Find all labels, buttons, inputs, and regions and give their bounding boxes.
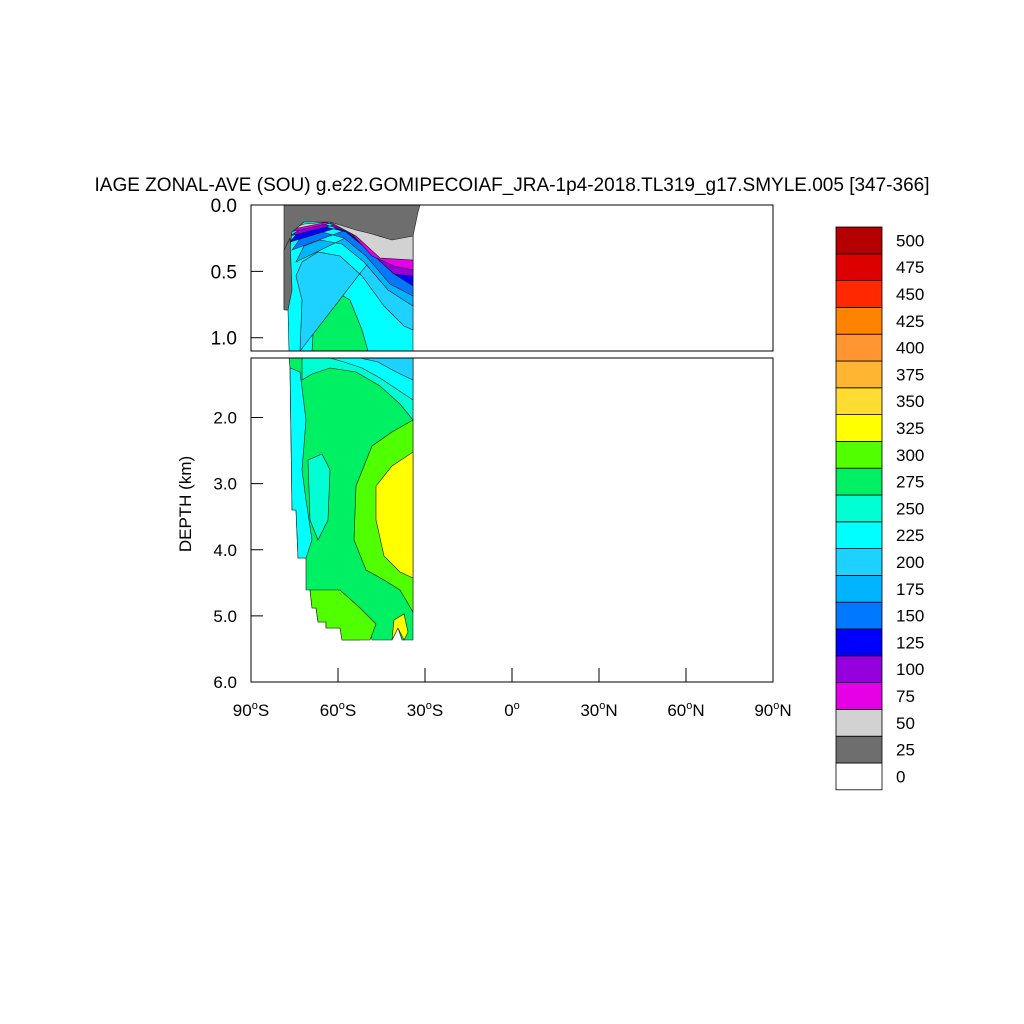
x-tick-label: 0o [504, 700, 520, 720]
upper-y-tick-label: 0.5 [211, 262, 237, 283]
colorbar-label: 450 [896, 285, 924, 304]
lower-band-200-225-west [289, 367, 313, 559]
upper-panel-field [283, 205, 421, 351]
colorbar-label: 125 [896, 633, 924, 652]
colorbar-label: 325 [896, 419, 924, 438]
colorbar-swatch [835, 387, 883, 415]
colorbar-swatch [835, 333, 883, 362]
colorbar-swatch [835, 655, 883, 683]
colorbar-swatch [835, 628, 883, 657]
colorbar-swatch [835, 360, 883, 389]
lower-y-tick-label: 3.0 [213, 475, 237, 494]
colorbar: 0 25 50 75 100 125 150 175 200 225 250 275 300 325 350… [835, 226, 924, 791]
colorbar-swatch [835, 226, 883, 255]
colorbar-label: 225 [896, 526, 924, 545]
colorbar-swatch [835, 521, 883, 549]
colorbar-swatch [835, 762, 883, 791]
colorbar-label: 25 [896, 741, 915, 760]
colorbar-label: 425 [896, 312, 924, 331]
colorbar-label: 100 [896, 660, 924, 679]
colorbar-swatch [835, 494, 883, 523]
upper-y-tick-label: 0.0 [211, 196, 237, 217]
lower-band-225-250-west [307, 453, 331, 541]
lower-band-275-300-bottom [309, 589, 377, 641]
colorbar-label: 400 [896, 339, 924, 358]
colorbar-label: 75 [896, 687, 915, 706]
x-tick-label: 30oN [580, 700, 617, 720]
colorbar-swatch [835, 548, 883, 576]
upper-wall-sliver [283, 237, 293, 311]
colorbar-swatch [835, 601, 883, 630]
colorbar-swatch [835, 414, 883, 442]
colorbar-label: 200 [896, 553, 924, 572]
lower-panel-field [288, 358, 414, 641]
x-tick-label: 30oS [407, 700, 443, 720]
lower-y-tick-label: 4.0 [213, 541, 237, 560]
colorbar-label: 50 [896, 714, 915, 733]
colorbar-swatch [835, 735, 883, 764]
lower-y-tick-label: 5.0 [213, 607, 237, 626]
colorbar-label: 175 [896, 580, 924, 599]
colorbar-label: 150 [896, 607, 924, 626]
colorbar-swatch [835, 575, 883, 603]
x-tick-label: 60oS [320, 700, 356, 720]
upper-band-175-200 [295, 205, 414, 351]
colorbar-swatch [835, 306, 883, 335]
lower-y-tick-label: 2.0 [213, 409, 237, 428]
lower-band-300-325 [375, 451, 414, 579]
upper-panel-frame [250, 204, 774, 352]
colorbar-label: 0 [896, 767, 905, 786]
colorbar-swatch [835, 280, 883, 308]
y-axis-label: DEPTH (km) [176, 456, 195, 552]
colorbar-label: 275 [896, 473, 924, 492]
colorbar-swatch [835, 253, 883, 282]
axes: 90oS 60oS 30oS 0o 30oN 60oN 90oN 0.0 0.5 1.0 2.0 3.… [211, 196, 792, 720]
colorbar-swatch [835, 467, 883, 496]
colorbar-swatch [835, 709, 883, 737]
lower-band-175-200 [359, 358, 414, 381]
x-tick-label: 60oN [667, 700, 704, 720]
colorbar-label: 475 [896, 258, 924, 277]
colorbar-swatch [835, 682, 883, 710]
x-tick-label: 90oN [754, 700, 791, 720]
colorbar-label: 250 [896, 499, 924, 518]
upper-y-tick-label: 1.0 [211, 329, 237, 350]
colorbar-label: 300 [896, 446, 924, 465]
colorbar-label: 500 [896, 231, 924, 250]
colorbar-label: 375 [896, 365, 924, 384]
lower-band-300-325-bottom [391, 613, 409, 641]
colorbar-label: 350 [896, 392, 924, 411]
lower-y-tick-label: 6.0 [213, 673, 237, 692]
colorbar-swatch [835, 440, 883, 469]
x-tick-label: 90oS [233, 700, 269, 720]
chart-title: IAGE ZONAL-AVE (SOU) g.e22.GOMIPECOIAF_J… [95, 175, 930, 196]
